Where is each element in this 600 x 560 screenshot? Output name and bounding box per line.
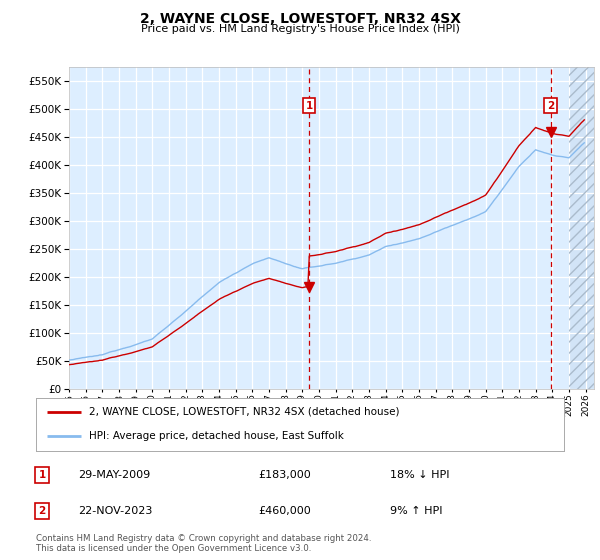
Bar xyxy=(569,67,594,389)
Text: 9% ↑ HPI: 9% ↑ HPI xyxy=(390,506,443,516)
Bar xyxy=(569,67,594,389)
Text: 2: 2 xyxy=(547,101,554,111)
Text: Contains HM Land Registry data © Crown copyright and database right 2024.
This d: Contains HM Land Registry data © Crown c… xyxy=(36,534,371,553)
Text: 29-MAY-2009: 29-MAY-2009 xyxy=(78,470,150,479)
Text: £460,000: £460,000 xyxy=(258,506,311,516)
Text: 1: 1 xyxy=(38,470,46,479)
Text: Price paid vs. HM Land Registry's House Price Index (HPI): Price paid vs. HM Land Registry's House … xyxy=(140,24,460,34)
Text: 22-NOV-2023: 22-NOV-2023 xyxy=(78,506,152,516)
Text: 2, WAYNE CLOSE, LOWESTOFT, NR32 4SX (detached house): 2, WAYNE CLOSE, LOWESTOFT, NR32 4SX (det… xyxy=(89,407,400,417)
Text: HPI: Average price, detached house, East Suffolk: HPI: Average price, detached house, East… xyxy=(89,431,344,441)
Text: 1: 1 xyxy=(305,101,313,111)
Text: 18% ↓ HPI: 18% ↓ HPI xyxy=(390,470,449,479)
Text: £183,000: £183,000 xyxy=(258,470,311,479)
Text: 2: 2 xyxy=(38,506,46,516)
Text: 2, WAYNE CLOSE, LOWESTOFT, NR32 4SX: 2, WAYNE CLOSE, LOWESTOFT, NR32 4SX xyxy=(139,12,461,26)
